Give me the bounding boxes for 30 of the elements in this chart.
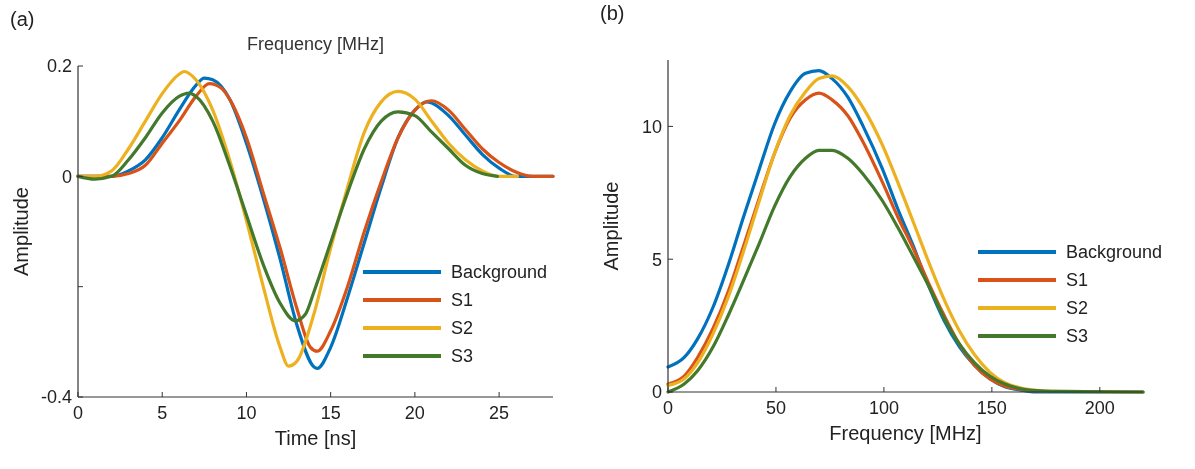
y-tick-label: 5 (651, 249, 662, 270)
x-tick-label: 25 (489, 403, 510, 423)
x-tick-label: 150 (976, 398, 1007, 418)
x-tick-label: 50 (765, 398, 786, 418)
legend-label: S3 (451, 346, 474, 367)
x-axis-title: Time [ns] (274, 427, 357, 449)
y-tick-label: 0 (61, 166, 72, 187)
y-tick-label: 0 (651, 382, 662, 403)
legend-label: S1 (1066, 270, 1089, 291)
chart-title: Frequency [MHz] (246, 34, 385, 54)
y-tick-label: 10 (641, 116, 662, 137)
y-axis-title: Amplitude (600, 181, 622, 271)
x-tick-label: 200 (1084, 398, 1115, 418)
legend-label: S2 (1066, 298, 1089, 319)
x-tick-label: 100 (868, 398, 899, 418)
x-axis-title: Frequency [MHz] (829, 422, 982, 444)
legend-label: S2 (451, 318, 474, 339)
y-tick-label: 0.2 (46, 56, 72, 77)
x-tick-label: 10 (236, 403, 257, 423)
x-tick-label: 5 (157, 403, 168, 423)
legend-label: Background (451, 262, 548, 283)
legend-label: S3 (1066, 326, 1089, 347)
legend-label: S1 (451, 290, 474, 311)
text: (b) (600, 2, 625, 24)
y-axis-title: Amplitude (10, 187, 32, 276)
y-tick-label: -0.4 (40, 387, 72, 408)
text: (a) (10, 8, 35, 30)
x-tick-label: 15 (320, 403, 341, 423)
legend-label: Background (1066, 242, 1163, 263)
x-tick-label: 20 (404, 403, 425, 423)
